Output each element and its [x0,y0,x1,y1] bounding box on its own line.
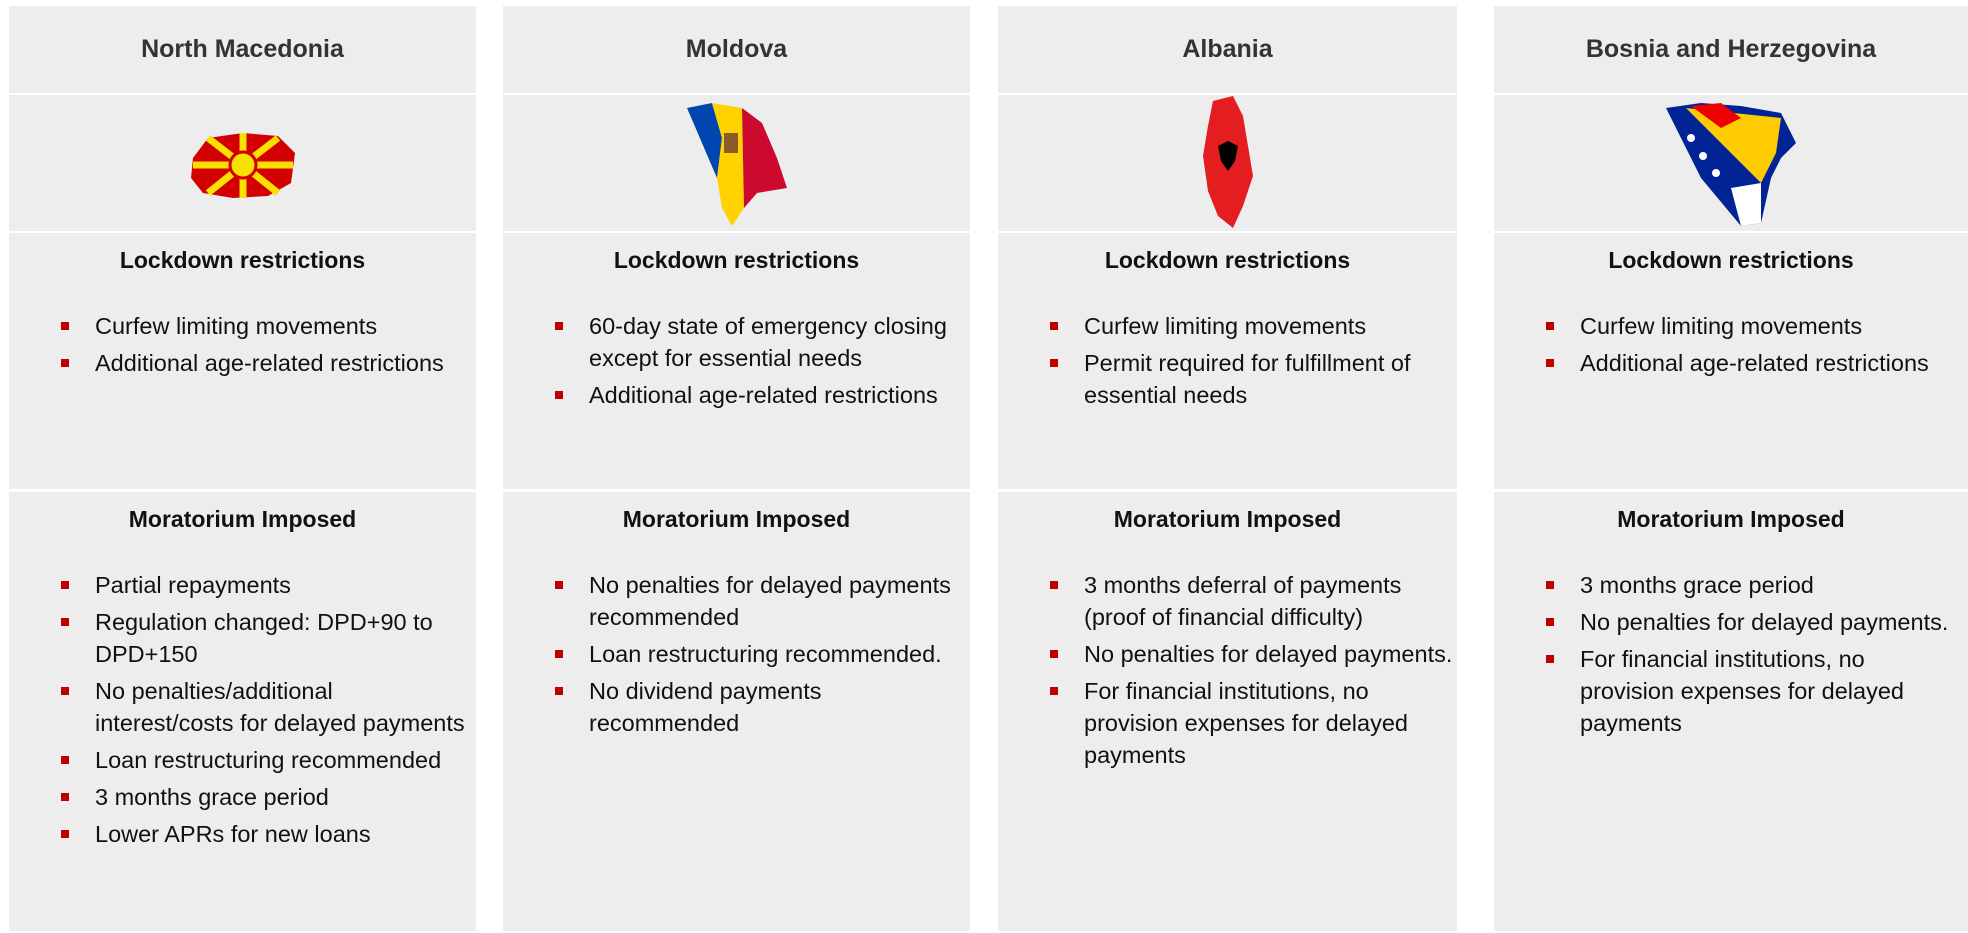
moratorium-list: 3 months deferral of payments (proof of … [998,569,1457,771]
moratorium-title: Moratorium Imposed [1113,506,1342,532]
bullet-item: Curfew limiting movements [61,310,476,342]
lockdown-list: Curfew limiting movements Permit required… [998,310,1457,411]
bullet-item: Additional age-related restrictions [1546,347,1968,379]
moratorium-title: Moratorium Imposed [128,506,357,532]
flag-cell [998,95,1457,231]
bullet-item: No dividend payments recommended [555,675,970,739]
bullet-item: Partial repayments [61,569,476,601]
lockdown-list: 60-day state of emergency closing except… [503,310,970,411]
flag-cell [1494,95,1968,231]
bullet-item: 3 months grace period [61,781,476,813]
country-name: Bosnia and Herzegovina [1494,6,1968,93]
bullet-item: Additional age-related restrictions [61,347,476,379]
country-column: Albania Lockdown restrictions Curfew limit… [998,6,1457,931]
moratorium-list: Partial repayments Regulation changed: DP… [9,569,476,850]
lockdown-section: Lockdown restrictions Curfew limiting mov… [998,233,1457,489]
bullet-item: For financial institutions, no provision… [1546,643,1968,739]
country-column: Moldova Lockdown restrictions 60-day state… [503,6,970,931]
bullet-item: Permit required for fulfillment of essen… [1050,347,1457,411]
bullet-item: No penalties/additional interest/costs f… [61,675,476,739]
moratorium-list: 3 months grace period No penalties for de… [1494,569,1968,739]
country-column: North Macedonia Lockdown restrictions Curf… [9,6,476,931]
moratorium-section: Moratorium Imposed 3 months deferral of p… [998,492,1457,931]
moratorium-section: Moratorium Imposed Partial repayments Regu… [9,492,476,931]
moratorium-title: Moratorium Imposed [1617,506,1845,532]
moratorium-title: Moratorium Imposed [622,506,851,532]
country-name: Albania [998,6,1457,93]
lockdown-title: Lockdown restrictions [1608,247,1854,273]
bullet-item: 60-day state of emergency closing except… [555,310,970,374]
flag-albania [1202,95,1253,228]
lockdown-list: Curfew limiting movements Additional age-… [1494,310,1968,379]
flag-cell [503,95,970,231]
bullet-item: No penalties for delayed payments. [1546,606,1968,638]
lockdown-title: Lockdown restrictions [1104,247,1351,273]
bullet-item: 3 months grace period [1546,569,1968,601]
flag-north-macedonia [190,133,295,198]
bullet-item: Loan restructuring recommended [61,744,476,776]
moratorium-section: Moratorium Imposed No penalties for delay… [503,492,970,931]
bullet-item: No penalties for delayed payments recomm… [555,569,970,633]
lockdown-title: Lockdown restrictions [613,247,860,273]
lockdown-list: Curfew limiting movements Additional age-… [9,310,476,379]
lockdown-section: Lockdown restrictions Curfew limiting mov… [9,233,476,489]
lockdown-title: Lockdown restrictions [119,247,366,273]
bullet-item: For financial institutions, no provision… [1050,675,1457,771]
bullet-item: Curfew limiting movements [1546,310,1968,342]
flag-moldova [686,103,787,226]
lockdown-section: Lockdown restrictions 60-day state of eme… [503,233,970,489]
bullet-item: No penalties for delayed payments. [1050,638,1457,670]
country-column: Bosnia and Herzegovina Lockdown restricti… [1494,6,1968,931]
bullet-item: Loan restructuring recommended. [555,638,970,670]
country-name: Moldova [503,6,970,93]
country-name: North Macedonia [9,6,476,93]
bullet-item: 3 months deferral of payments (proof of … [1050,569,1457,633]
bullet-item: Regulation changed: DPD+90 to DPD+150 [61,606,476,670]
moratorium-section: Moratorium Imposed 3 months grace period N… [1494,492,1968,931]
flag-cell [9,95,476,231]
flag-bosnia [1666,103,1796,226]
bullet-item: Additional age-related restrictions [555,379,970,411]
lockdown-section: Lockdown restrictions Curfew limiting mov… [1494,233,1968,489]
bullet-item: Curfew limiting movements [1050,310,1457,342]
bullet-item: Lower APRs for new loans [61,818,476,850]
moratorium-list: No penalties for delayed payments recomm… [503,569,970,739]
